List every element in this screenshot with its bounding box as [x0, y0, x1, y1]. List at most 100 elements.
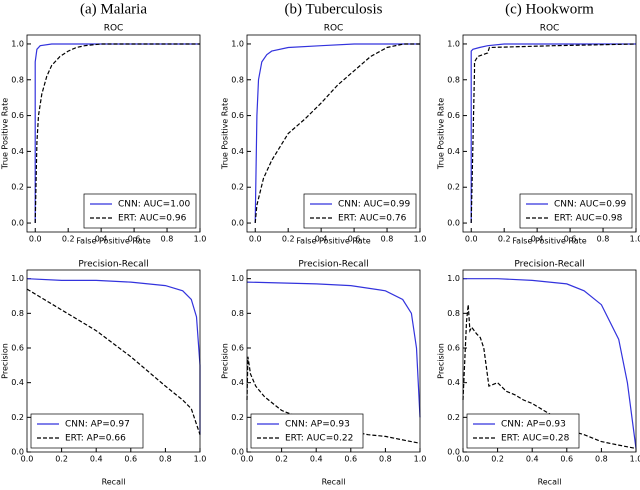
y-tick-label: 0.6 [11, 344, 24, 353]
x-tick-label: 1.0 [194, 235, 207, 244]
y-tick-label: 0.4 [231, 147, 244, 156]
column-title: (a) Malaria [80, 1, 147, 17]
x-tick-label: 1.0 [194, 455, 207, 464]
legend-box [83, 193, 197, 229]
legend-label: CNN: AUC=0.99 [338, 200, 411, 210]
x-tick-label: 0.2 [498, 235, 511, 244]
legend-label: ERT: AUC=0.98 [554, 214, 623, 224]
x-axis-label: Recall [102, 478, 126, 487]
legend-label: CNN: AUC=0.99 [554, 200, 627, 210]
plot-frame [462, 269, 637, 453]
y-tick-label: 0.4 [11, 378, 24, 387]
y-tick-label: 0.4 [447, 378, 460, 387]
series-line [470, 43, 637, 224]
x-tick-label: 1.0 [414, 235, 427, 244]
series-line [254, 43, 420, 224]
x-axis-label: Recall [322, 478, 346, 487]
plot-frame [26, 269, 201, 453]
y-tick-label: 0.8 [447, 309, 460, 318]
y-tick-label: 0.8 [11, 75, 24, 84]
y-axis-label: True Positive Rate [221, 98, 230, 170]
y-axis-label: True Positive Rate [437, 98, 446, 170]
y-tick-label: 0.2 [231, 183, 244, 192]
y-tick-label: 0.8 [11, 309, 24, 318]
y-axis-label: True Positive Rate [1, 98, 10, 170]
chart-title: Precision-Recall [514, 260, 584, 270]
x-tick-label: 0.4 [90, 455, 103, 464]
x-tick-label: 0.6 [128, 235, 141, 244]
x-axis-label: False Positive Rate [76, 237, 150, 246]
plot-frame [246, 269, 421, 453]
y-axis-label: Precision [437, 343, 446, 379]
x-tick-label: 0.0 [241, 455, 254, 464]
y-tick-label: 0.2 [11, 413, 24, 422]
x-tick-label: 0.4 [310, 455, 323, 464]
y-tick-label: 0.6 [231, 344, 244, 353]
y-tick-label: 1.0 [447, 39, 460, 48]
y-tick-label: 1.0 [231, 274, 244, 283]
legend-label: ERT: AP=0.66 [65, 434, 126, 444]
legend-label: CNN: AUC=1.00 [118, 200, 191, 210]
x-tick-label: 0.8 [159, 455, 172, 464]
chart-title: ROC [324, 24, 344, 34]
chart-title: Precision-Recall [298, 260, 368, 270]
x-tick-label: 0.6 [344, 455, 357, 464]
y-tick-label: 0.0 [11, 219, 24, 228]
series-line [246, 281, 421, 418]
legend-box [466, 413, 580, 449]
x-tick-label: 0.4 [531, 235, 544, 244]
y-axis-label: Precision [1, 343, 10, 379]
x-axis-label: False Positive Rate [296, 237, 370, 246]
legend-label: CNN: AP=0.93 [285, 420, 350, 430]
series-line [26, 278, 201, 435]
y-tick-label: 0.6 [231, 111, 244, 120]
x-tick-label: 0.4 [526, 455, 539, 464]
y-tick-label: 0.6 [11, 111, 24, 120]
x-axis-label: Recall [538, 478, 562, 487]
y-tick-label: 0.0 [447, 448, 460, 457]
y-axis-label: Precision [221, 343, 230, 379]
x-tick-label: 0.8 [597, 235, 610, 244]
x-tick-label: 0.2 [62, 235, 75, 244]
y-tick-label: 1.0 [11, 274, 24, 283]
y-tick-label: 1.0 [447, 274, 460, 283]
x-axis-label: False Positive Rate [512, 237, 586, 246]
x-tick-label: 0.6 [564, 235, 577, 244]
legend-label: ERT: AUC=0.28 [501, 434, 570, 444]
x-tick-label: 0.4 [315, 235, 328, 244]
legend-label: CNN: AP=0.93 [501, 420, 566, 430]
y-tick-label: 0.0 [11, 448, 24, 457]
x-tick-label: 0.6 [560, 455, 573, 464]
y-tick-label: 1.0 [11, 39, 24, 48]
legend-box [30, 413, 144, 449]
y-tick-label: 0.4 [447, 147, 460, 156]
plot-frame [26, 34, 201, 233]
series-line [26, 288, 201, 435]
x-tick-label: 1.0 [630, 235, 640, 244]
plot-frame [462, 34, 637, 233]
y-tick-label: 0.4 [11, 147, 24, 156]
legend-box [250, 413, 364, 449]
x-tick-label: 0.8 [379, 455, 392, 464]
x-tick-label: 0.0 [457, 455, 470, 464]
column-title: (b) Tuberculosis [285, 1, 383, 17]
series-line [470, 43, 636, 223]
legend-label: ERT: AUC=0.96 [118, 214, 187, 224]
y-tick-label: 0.8 [231, 309, 244, 318]
x-tick-label: 0.2 [491, 455, 504, 464]
y-tick-label: 0.8 [447, 75, 460, 84]
series-line [462, 304, 637, 450]
legend-box [519, 193, 633, 229]
column-title: (c) Hookworm [505, 1, 594, 17]
chart-title: Precision-Recall [78, 260, 148, 270]
y-tick-label: 0.0 [447, 219, 460, 228]
y-tick-label: 0.6 [447, 344, 460, 353]
x-tick-label: 0.4 [95, 235, 108, 244]
x-tick-label: 0.2 [282, 235, 295, 244]
x-tick-label: 0.0 [465, 235, 478, 244]
y-tick-label: 0.4 [231, 378, 244, 387]
x-tick-label: 0.6 [124, 455, 137, 464]
x-tick-label: 0.2 [55, 455, 68, 464]
y-tick-label: 0.2 [11, 183, 24, 192]
